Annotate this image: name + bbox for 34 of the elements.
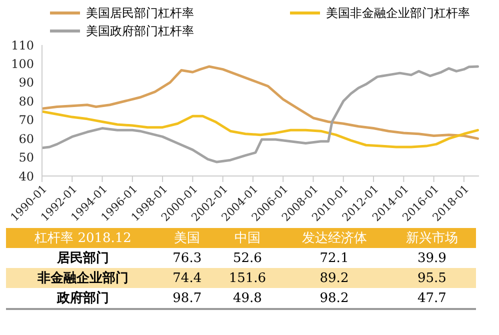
y-tick-label: 90 — [18, 76, 34, 90]
data-label: 95.5 — [416, 270, 448, 288]
legend-label: 美国政府部门杠杆率 — [86, 22, 194, 40]
legend-label: 美国居民部门杠杆率 — [86, 4, 194, 22]
data-label: 39.9 — [416, 250, 448, 268]
y-tick-label: 非金融企业部门 — [36, 270, 130, 288]
data-label: 49.8 — [232, 290, 263, 308]
data-label: 47.7 — [416, 290, 448, 308]
y-tick-label: 70 — [18, 113, 34, 128]
line-series — [42, 110, 479, 148]
y-tick-label: 政府部门 — [56, 290, 110, 308]
y-tick-label: 50 — [18, 150, 34, 165]
legend-label: 美国非金融企业部门杠杆率 — [326, 4, 470, 22]
x-tick-label: 中国 — [233, 230, 262, 248]
data-label: 72.1 — [318, 250, 350, 268]
x-tick-label: 新兴市场 — [404, 230, 459, 248]
data-label: 74.4 — [172, 270, 203, 288]
x-tick-label: 美国 — [173, 230, 202, 248]
data-label: 52.6 — [232, 250, 263, 268]
data-label: 98.2 — [318, 290, 350, 308]
line-series — [42, 65, 479, 140]
y-tick-label: 100 — [11, 56, 34, 71]
y-tick-label: 80 — [18, 94, 34, 108]
data-label: 76.3 — [172, 250, 203, 268]
chart-title: 杠杆率 2018.12 — [34, 230, 132, 248]
data-label: 89.2 — [318, 270, 350, 288]
y-tick-label: 居民部门 — [56, 250, 110, 268]
y-tick-label: 110 — [11, 38, 34, 52]
y-tick-label: 40 — [18, 169, 34, 184]
y-tick-label: 60 — [18, 132, 34, 146]
data-label: 98.7 — [172, 290, 203, 308]
line-series — [42, 65, 479, 164]
x-tick-label: 发达经济体 — [300, 230, 368, 248]
data-label: 151.6 — [228, 270, 268, 288]
